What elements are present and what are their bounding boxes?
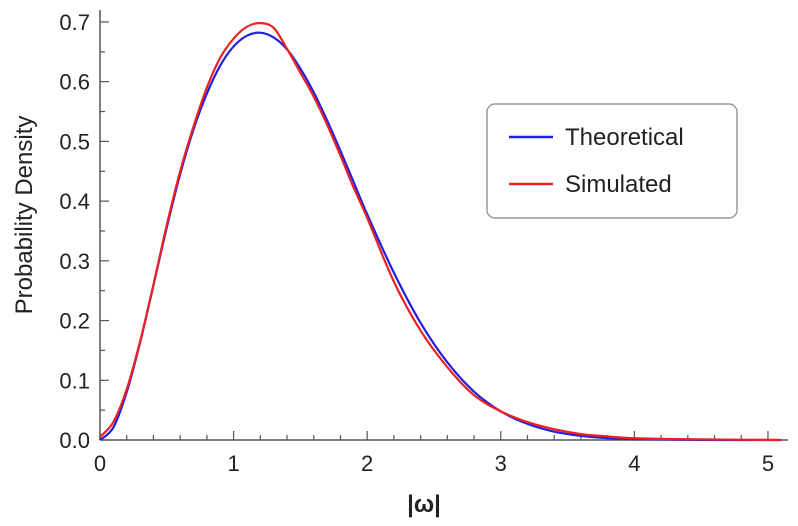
- series-line-simulated: [99, 22, 782, 442]
- x-axis: 0 1 2 3 4 5: [94, 431, 774, 476]
- y-tick-label: 0.1: [59, 368, 90, 393]
- legend-label-theoretical: Theoretical: [565, 124, 684, 151]
- y-tick-label: 0.7: [59, 10, 90, 35]
- y-axis: 0.0 0.1 0.2 0.3 0.4 0.5 0.6 0.7: [59, 10, 109, 453]
- x-tick-label: 4: [628, 451, 640, 476]
- y-tick-label: 0.2: [59, 309, 90, 334]
- x-tick-label: 3: [495, 451, 507, 476]
- y-tick-label: 0.5: [59, 129, 90, 154]
- legend-box: [486, 103, 738, 219]
- series-layer: [99, 22, 782, 442]
- x-tick-label: 0: [94, 451, 106, 476]
- y-tick-label: 0.0: [59, 428, 90, 453]
- x-axis-title: |ω|: [407, 491, 441, 518]
- legend: Theoretical Simulated: [486, 103, 738, 219]
- x-tick-label: 5: [762, 451, 774, 476]
- legend-label-simulated: Simulated: [565, 171, 672, 198]
- y-axis-title: Probability Density: [11, 116, 38, 315]
- plot-frame: [99, 10, 788, 441]
- y-tick-label: 0.4: [59, 189, 90, 214]
- y-tick-label: 0.3: [59, 249, 90, 274]
- y-tick-label: 0.6: [59, 70, 90, 95]
- series-line-theoretical: [99, 31, 782, 442]
- x-tick-label: 1: [227, 451, 239, 476]
- x-tick-label: 2: [361, 451, 373, 476]
